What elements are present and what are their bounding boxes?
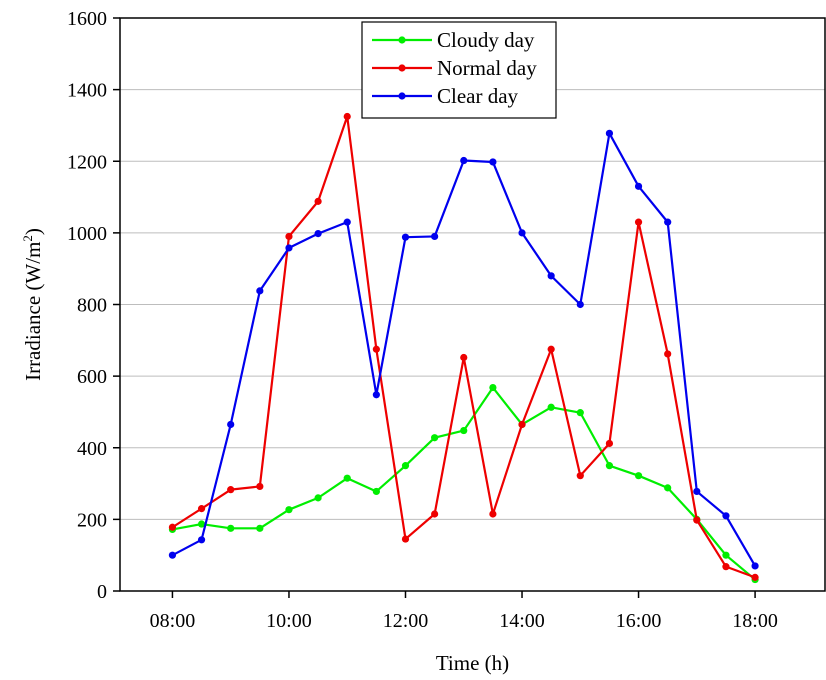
y-tick-label: 200 (77, 509, 107, 531)
data-point (693, 487, 701, 496)
y-tick-label: 1600 (67, 8, 107, 30)
data-point (460, 353, 468, 362)
data-point (547, 345, 555, 353)
data-point (664, 350, 672, 358)
legend-marker (398, 36, 406, 44)
data-point (576, 409, 584, 417)
data-point (256, 524, 264, 532)
x-tick-label: 14:00 (499, 610, 545, 632)
legend-marker (398, 64, 406, 72)
data-point (285, 506, 293, 514)
x-tick-label: 10:00 (266, 610, 312, 632)
data-point (460, 156, 468, 165)
y-tick-label: 1000 (67, 223, 107, 245)
x-tick-label: 12:00 (383, 610, 429, 632)
data-point (227, 420, 235, 429)
data-point (343, 474, 351, 482)
y-tick-label: 0 (97, 581, 107, 603)
data-point (256, 287, 264, 295)
y-axis-title: Irradiance (W/m2) (20, 228, 45, 381)
data-point (285, 232, 293, 241)
x-tick-label: 16:00 (616, 610, 662, 632)
x-tick-label: 08:00 (150, 610, 196, 632)
data-point (285, 244, 293, 252)
data-point (460, 426, 468, 435)
legend-box (361, 21, 557, 119)
data-point (227, 486, 235, 494)
data-point (197, 505, 206, 513)
data-point (576, 472, 584, 480)
data-point (256, 482, 264, 491)
y-axis-title-superscript: 2 (20, 235, 35, 242)
data-point (634, 218, 643, 226)
data-point (605, 439, 614, 448)
data-point (431, 510, 439, 518)
data-point (605, 462, 614, 470)
data-point (489, 383, 497, 392)
y-tick-label: 400 (77, 438, 107, 460)
data-point (314, 197, 322, 205)
data-point (664, 484, 672, 492)
data-point (518, 229, 526, 237)
series-layer (168, 112, 759, 584)
data-point (722, 563, 730, 571)
x-tick-label: 18:00 (732, 610, 778, 632)
data-point (751, 562, 759, 570)
data-point (518, 420, 526, 429)
legend: Cloudy day Normal day Clear day (361, 21, 557, 119)
data-point (489, 158, 497, 166)
data-point (314, 494, 322, 502)
data-point (489, 510, 497, 518)
y-tick-label: 1200 (67, 151, 107, 173)
series-line (171, 115, 756, 579)
legend-marker (398, 92, 406, 100)
data-point (197, 536, 206, 544)
x-axis-ticks: 08:00 10:00 12:00 14:00 16:00 18:00 (150, 591, 778, 632)
data-point (401, 233, 410, 241)
data-point (197, 520, 206, 528)
data-point (722, 551, 730, 559)
data-point (693, 516, 701, 524)
grid-lines (120, 89, 825, 520)
data-point (401, 535, 410, 543)
y-axis-ticks: 0 200 400 600 800 1000 1200 1400 1600 (67, 8, 120, 603)
data-point (722, 512, 730, 520)
data-point (372, 487, 380, 496)
y-axis-title-end: ) (21, 228, 45, 235)
y-tick-label: 800 (77, 295, 107, 317)
data-point (634, 472, 643, 480)
data-point (605, 129, 614, 137)
data-point (314, 229, 322, 238)
data-point (547, 403, 555, 411)
data-point (168, 523, 177, 531)
data-point (634, 182, 643, 190)
data-point (401, 462, 410, 470)
data-point (227, 524, 235, 532)
legend-label: Normal day (437, 56, 537, 80)
y-axis-title-main: Irradiance (W/m (21, 242, 45, 381)
legend-label: Clear day (437, 84, 519, 108)
y-tick-label: 600 (77, 366, 107, 388)
data-point (664, 218, 672, 226)
data-point (372, 391, 380, 399)
y-tick-label: 1400 (67, 80, 107, 102)
data-point (576, 300, 584, 309)
data-point (343, 218, 351, 226)
data-point (343, 112, 351, 121)
data-point (751, 573, 759, 581)
data-point (372, 345, 380, 353)
data-point (547, 272, 555, 280)
legend-label: Cloudy day (437, 28, 535, 52)
data-point (168, 551, 177, 559)
data-point (431, 232, 439, 241)
x-axis-title: Time (h) (436, 651, 509, 675)
data-point (431, 434, 439, 442)
